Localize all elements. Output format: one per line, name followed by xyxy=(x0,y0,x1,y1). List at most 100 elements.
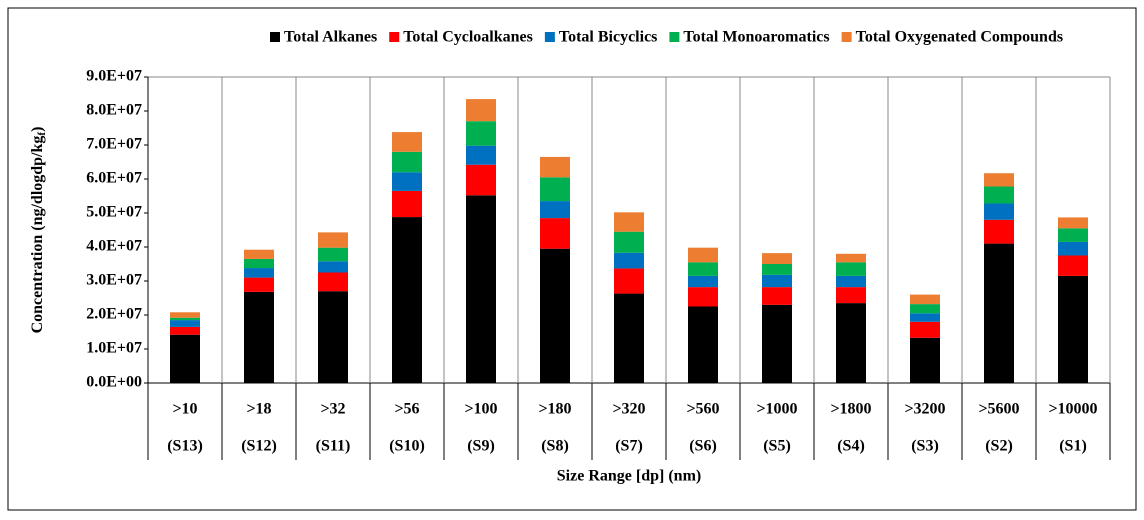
bar-segment xyxy=(244,249,274,259)
bar-segment xyxy=(318,261,348,273)
bar-segment xyxy=(170,326,200,335)
x-tick-sublabel: (S9) xyxy=(467,438,495,455)
x-axis-label: Size Range [dp] (nm) xyxy=(557,468,701,485)
x-tick-label: >18 xyxy=(246,401,271,418)
bar-segment xyxy=(1058,217,1088,229)
bar-segment xyxy=(984,219,1014,244)
x-tick-sublabel: (S3) xyxy=(911,438,939,455)
bar-segment xyxy=(318,291,348,383)
bar-segment xyxy=(244,258,274,269)
bar-segment xyxy=(762,264,792,275)
x-tick-label: >3200 xyxy=(904,401,945,418)
bar-segment xyxy=(688,262,718,276)
y-tick-label: 0.0E+00 xyxy=(86,374,142,391)
legend-swatch xyxy=(841,32,852,42)
x-tick-sublabel: (S1) xyxy=(1059,438,1087,455)
x-tick-sublabel: (S7) xyxy=(615,438,643,455)
bar-segment xyxy=(1058,275,1088,383)
y-tick-label: 6.0E+07 xyxy=(86,170,142,187)
x-tick-label: >180 xyxy=(538,401,571,418)
bar-segment xyxy=(392,132,422,152)
legend-label: Total Oxygenated Compounds xyxy=(856,29,1063,46)
bar-segment xyxy=(244,291,274,383)
bar-segment xyxy=(836,275,866,288)
bar-segment xyxy=(762,287,792,305)
bar-segment xyxy=(910,321,940,338)
bar-segment xyxy=(762,274,792,288)
bar-segment xyxy=(688,247,718,263)
bar-segment xyxy=(466,121,496,146)
bar-segment xyxy=(614,252,644,269)
bar-segment xyxy=(614,268,644,294)
bar-segment xyxy=(910,337,940,383)
bar-segment xyxy=(836,253,866,263)
bar-segment xyxy=(836,303,866,383)
bar-segment xyxy=(540,218,570,249)
bar-segment xyxy=(762,253,792,264)
legend-label: Total Alkanes xyxy=(284,29,377,46)
bar-segment xyxy=(318,272,348,292)
legend-label: Total Cycloalkanes xyxy=(403,29,533,46)
legend-swatch xyxy=(389,32,400,42)
x-tick-label: >32 xyxy=(320,401,345,418)
bar-segment xyxy=(836,262,866,276)
bar-segment xyxy=(1058,241,1088,256)
bar-segment xyxy=(170,334,200,383)
x-tick-label: >5600 xyxy=(978,401,1019,418)
bar-segment xyxy=(910,294,940,305)
bar-segment xyxy=(466,195,496,383)
y-tick-label: 7.0E+07 xyxy=(86,136,142,153)
y-tick-label: 1.0E+07 xyxy=(86,340,142,357)
y-axis-label: Concentration (ng/dlogdp/kgf) xyxy=(29,127,48,334)
y-tick-label: 4.0E+07 xyxy=(86,238,142,255)
x-tick-sublabel: (S4) xyxy=(837,438,865,455)
legend-label: Total Bicyclics xyxy=(559,29,658,46)
bar-segment xyxy=(540,156,570,178)
x-tick-label: >560 xyxy=(686,401,719,418)
bar-segment xyxy=(244,268,274,278)
x-tick-sublabel: (S5) xyxy=(763,438,791,455)
x-tick-label: >10 xyxy=(172,401,197,418)
bar-segment xyxy=(540,201,570,219)
x-tick-sublabel: (S8) xyxy=(541,438,569,455)
x-tick-sublabel: (S11) xyxy=(316,438,351,455)
bar-segment xyxy=(688,306,718,383)
legend-swatch xyxy=(669,32,680,42)
bar-segment xyxy=(984,186,1014,204)
y-tick-label: 9.0E+07 xyxy=(86,68,142,85)
bar-segment xyxy=(910,313,940,322)
legend-swatch xyxy=(544,32,555,42)
bar-segment xyxy=(318,247,348,262)
bar-segment xyxy=(466,164,496,196)
x-tick-label: >1800 xyxy=(830,401,871,418)
bar-segment xyxy=(688,275,718,288)
x-tick-sublabel: (S6) xyxy=(689,438,717,455)
x-tick-label: >100 xyxy=(464,401,497,418)
bar-segment xyxy=(170,317,200,321)
bar-segment xyxy=(392,217,422,383)
bar-segment xyxy=(836,287,866,304)
bar-segment xyxy=(540,177,570,202)
y-tick-label: 3.0E+07 xyxy=(86,272,142,289)
x-tick-label: >1000 xyxy=(756,401,797,418)
legend-swatch xyxy=(270,32,280,42)
y-tick-label: 5.0E+07 xyxy=(86,204,142,221)
x-tick-sublabel: (S12) xyxy=(241,438,277,455)
bar-segment xyxy=(910,304,940,314)
x-tick-label: >320 xyxy=(612,401,645,418)
bar-segment xyxy=(762,304,792,383)
bar-segment xyxy=(244,277,274,292)
bar-segment xyxy=(614,212,644,232)
bar-segment xyxy=(614,293,644,383)
x-tick-label: >56 xyxy=(394,401,419,418)
bar-segment xyxy=(318,232,348,248)
bar-segment xyxy=(614,231,644,253)
bar-segment xyxy=(392,190,422,218)
bar-segment xyxy=(540,248,570,383)
bar-segment xyxy=(1058,255,1088,276)
bar-segment xyxy=(1058,228,1088,242)
x-tick-sublabel: (S2) xyxy=(985,438,1013,455)
bar-segment xyxy=(688,287,718,307)
bar-segment xyxy=(984,173,1014,187)
